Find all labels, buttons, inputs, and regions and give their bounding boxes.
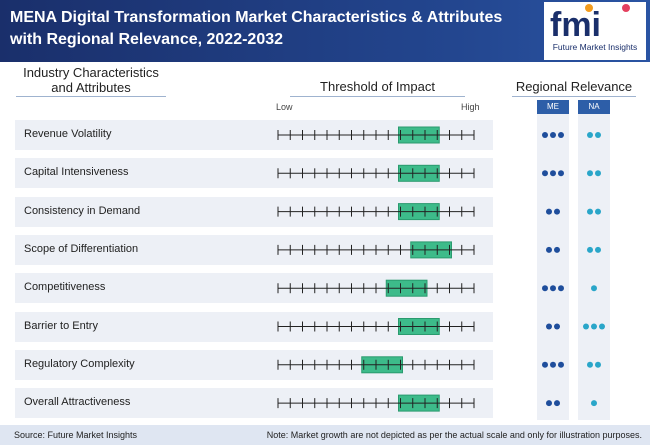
me-dot — [554, 323, 560, 330]
col-rule-industry — [16, 96, 166, 97]
attribute-label: Capital Intensiveness — [24, 166, 129, 179]
chart-title: MENA Digital Transformation Market Chara… — [10, 9, 503, 48]
col-rule-threshold — [290, 96, 465, 97]
scale-low-label: Low — [276, 102, 293, 112]
col-rule-regional — [512, 96, 636, 97]
col-head-industry: Industry Characteristics and Attributes — [23, 65, 159, 95]
me-dot — [546, 323, 552, 330]
fmi-logo: fmi Future Market Insights — [544, 2, 646, 60]
na-dot — [587, 246, 593, 253]
me-dot — [550, 361, 556, 368]
col-head-regional: Regional Relevance — [515, 79, 633, 94]
na-dot — [587, 132, 593, 138]
na-dot — [591, 285, 597, 292]
source-text: Source: Future Market Insights — [14, 430, 138, 440]
me-dot — [550, 285, 556, 292]
me-dot — [542, 285, 548, 292]
na-dot — [587, 361, 593, 368]
note-text: Note: Market growth are not depicted as … — [266, 430, 642, 440]
me-dot — [550, 170, 556, 177]
me-dot — [558, 285, 564, 292]
attribute-label: Regulatory Complexity — [24, 357, 135, 370]
region-head-na: NA — [578, 100, 610, 114]
attribute-label: Competitiveness — [24, 281, 106, 294]
na-dot — [591, 323, 597, 330]
region-head-me: ME — [537, 100, 569, 114]
me-dot — [558, 132, 564, 138]
footer: Source: Future Market Insights Note: Mar… — [0, 425, 650, 445]
na-dot — [599, 323, 605, 330]
na-dot — [583, 323, 589, 330]
me-dot — [546, 246, 552, 253]
me-dot — [558, 361, 564, 368]
scale-high-label: High — [461, 102, 480, 112]
col-head-threshold: Threshold of Impact — [320, 79, 435, 94]
na-dot — [595, 170, 601, 177]
me-dot — [542, 132, 548, 138]
logo-text: Future Market Insights — [552, 42, 638, 52]
me-dot — [554, 246, 560, 253]
me-dot — [558, 170, 564, 177]
na-dot — [587, 208, 593, 215]
me-dot — [546, 400, 552, 407]
me-dot — [546, 208, 552, 215]
attribute-label: Overall Attractiveness — [24, 396, 131, 409]
na-dot — [595, 246, 601, 253]
na-dot — [595, 208, 601, 215]
me-dot — [554, 208, 560, 215]
me-dot — [550, 132, 556, 138]
na-dot — [595, 132, 601, 138]
logo-mark-text: fmi — [550, 6, 601, 42]
region-column-me — [537, 114, 569, 420]
attribute-label: Consistency in Demand — [24, 204, 141, 217]
na-dot — [591, 400, 597, 407]
fmi-logo-mark: fmi — [550, 4, 630, 42]
me-dot — [542, 170, 548, 177]
attribute-label: Revenue Volatility — [24, 128, 112, 140]
me-dot — [554, 400, 560, 407]
na-dot — [587, 170, 593, 177]
attribute-label: Barrier to Entry — [24, 319, 98, 332]
me-dot — [542, 361, 548, 368]
na-dot — [595, 361, 601, 368]
attribute-label: Scope of Differentiation — [24, 242, 139, 255]
region-column-na — [578, 114, 610, 420]
header-banner: MENA Digital Transformation Market Chara… — [0, 0, 650, 62]
